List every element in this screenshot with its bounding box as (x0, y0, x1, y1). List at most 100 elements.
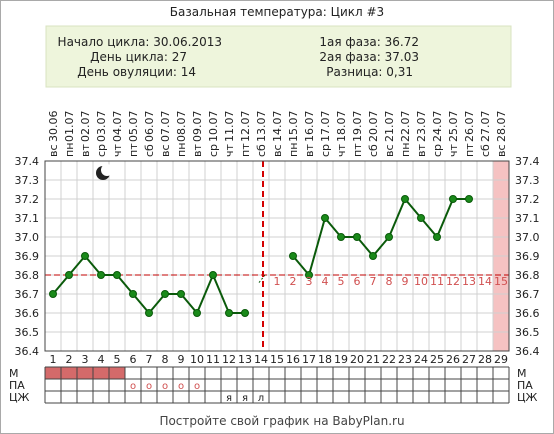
weekday-label: сб (367, 144, 380, 157)
weekday-label: ср (95, 144, 108, 157)
weekday-label: пн (399, 143, 412, 157)
y-tick-right: 36.5 (515, 326, 540, 339)
phase2-day-label: 10 (414, 275, 428, 288)
y-tick-right: 36.4 (515, 345, 540, 358)
phase2-day-label: 11 (430, 275, 444, 288)
date-label: 28.07 (495, 111, 508, 143)
y-tick-left: 36.7 (15, 288, 40, 301)
day-number: 22 (382, 353, 396, 366)
date-label: 23.07 (415, 111, 428, 143)
day-number: 12 (222, 353, 236, 366)
temperature-point (193, 309, 201, 317)
day-number: 26 (446, 353, 460, 366)
weekday-label: сб (143, 144, 156, 157)
phase2-day-label: 13 (462, 275, 476, 288)
weekday-label: ср (431, 144, 444, 157)
date-label: 30.06 (47, 111, 60, 143)
weekday-label: сб (255, 144, 268, 157)
phase2-day-label: 14 (478, 275, 492, 288)
day-number: 4 (98, 353, 105, 366)
table-row-label-left: ПА (9, 379, 25, 392)
date-label: 06.07 (143, 111, 156, 143)
day-number: 3 (82, 353, 89, 366)
date-label: 22.07 (399, 111, 412, 143)
y-tick-left: 37.0 (15, 231, 40, 244)
day-number: 17 (302, 353, 316, 366)
temperature-segment (180, 293, 198, 314)
temperature-point (289, 252, 297, 260)
y-tick-right: 36.6 (515, 307, 540, 320)
weekday-label: пн (287, 143, 300, 157)
day-number: 10 (190, 353, 204, 366)
temperature-segment (148, 293, 166, 314)
date-label: 02.07 (79, 111, 92, 143)
temperature-segment (292, 255, 310, 276)
temperature-point (113, 271, 121, 279)
weekday-label: чт (447, 144, 460, 157)
temperature-point (225, 309, 233, 317)
phase2-day-label: 5 (338, 275, 345, 288)
date-label: 10.07 (207, 111, 220, 143)
y-tick-right: 37.3 (515, 174, 540, 187)
temperature-segment (372, 236, 390, 257)
temperature-segment (132, 293, 150, 314)
y-tick-left: 37.4 (15, 155, 40, 168)
footer-text: Постройте свой график на BabyPlan.ru (159, 414, 404, 428)
date-label: 24.07 (431, 111, 444, 143)
day-number: 9 (178, 353, 185, 366)
temperature-point (49, 290, 57, 298)
date-label: 18.07 (335, 111, 348, 143)
date-label: 01.07 (63, 111, 76, 143)
pa-mark: я (242, 393, 248, 404)
day-number: 18 (318, 353, 332, 366)
weekday-label: вс (383, 144, 396, 157)
weekday-label: пн (175, 143, 188, 157)
phase2-day-label: 6 (354, 275, 361, 288)
phase2-day-label: 1 (274, 275, 281, 288)
day-number: 21 (366, 353, 380, 366)
day-number: 24 (414, 353, 428, 366)
date-label: 20.07 (367, 111, 380, 143)
temperature-point (305, 271, 313, 279)
date-label: 19.07 (351, 111, 364, 143)
temperature-point (97, 271, 105, 279)
phase2-day-label: 15 (494, 275, 508, 288)
weekday-label: ср (207, 144, 220, 157)
temperature-point (129, 290, 137, 298)
date-label: 08.07 (175, 111, 188, 143)
phase2-day-label: 7 (370, 275, 377, 288)
y-tick-left: 36.9 (15, 250, 40, 263)
table-row-label-right: ПА (517, 379, 533, 392)
temperature-point (65, 271, 73, 279)
temperature-point (145, 309, 153, 317)
day-number: 28 (478, 353, 492, 366)
temperature-point (385, 233, 393, 241)
temperature-segment (116, 274, 134, 295)
temperature-segment (212, 274, 230, 314)
temperature-point (337, 233, 345, 241)
temperature-point (449, 195, 457, 203)
phase2-day-label: 9 (402, 275, 409, 288)
weekday-label: чт (223, 144, 236, 157)
day-number: 20 (350, 353, 364, 366)
weekday-label: вт (415, 144, 428, 157)
day-number: 2 (66, 353, 73, 366)
date-label: 25.07 (447, 111, 460, 143)
temperature-segment (356, 236, 374, 257)
temperature-point (369, 252, 377, 260)
temperature-point (81, 252, 89, 260)
phase2-day-label: 3 (306, 275, 313, 288)
weekday-label: ср (319, 144, 332, 157)
temperature-point (177, 290, 185, 298)
weekday-label: пт (463, 143, 476, 157)
temperature-point (433, 233, 441, 241)
pa-mark: o (146, 381, 152, 392)
date-label: 16.07 (303, 111, 316, 143)
info-box (45, 25, 512, 88)
pa-mark: я (226, 393, 232, 404)
menstruation-fill (45, 367, 125, 379)
date-label: 15.07 (287, 111, 300, 143)
moon-icon (96, 164, 113, 180)
weekday-label: чт (111, 144, 124, 157)
